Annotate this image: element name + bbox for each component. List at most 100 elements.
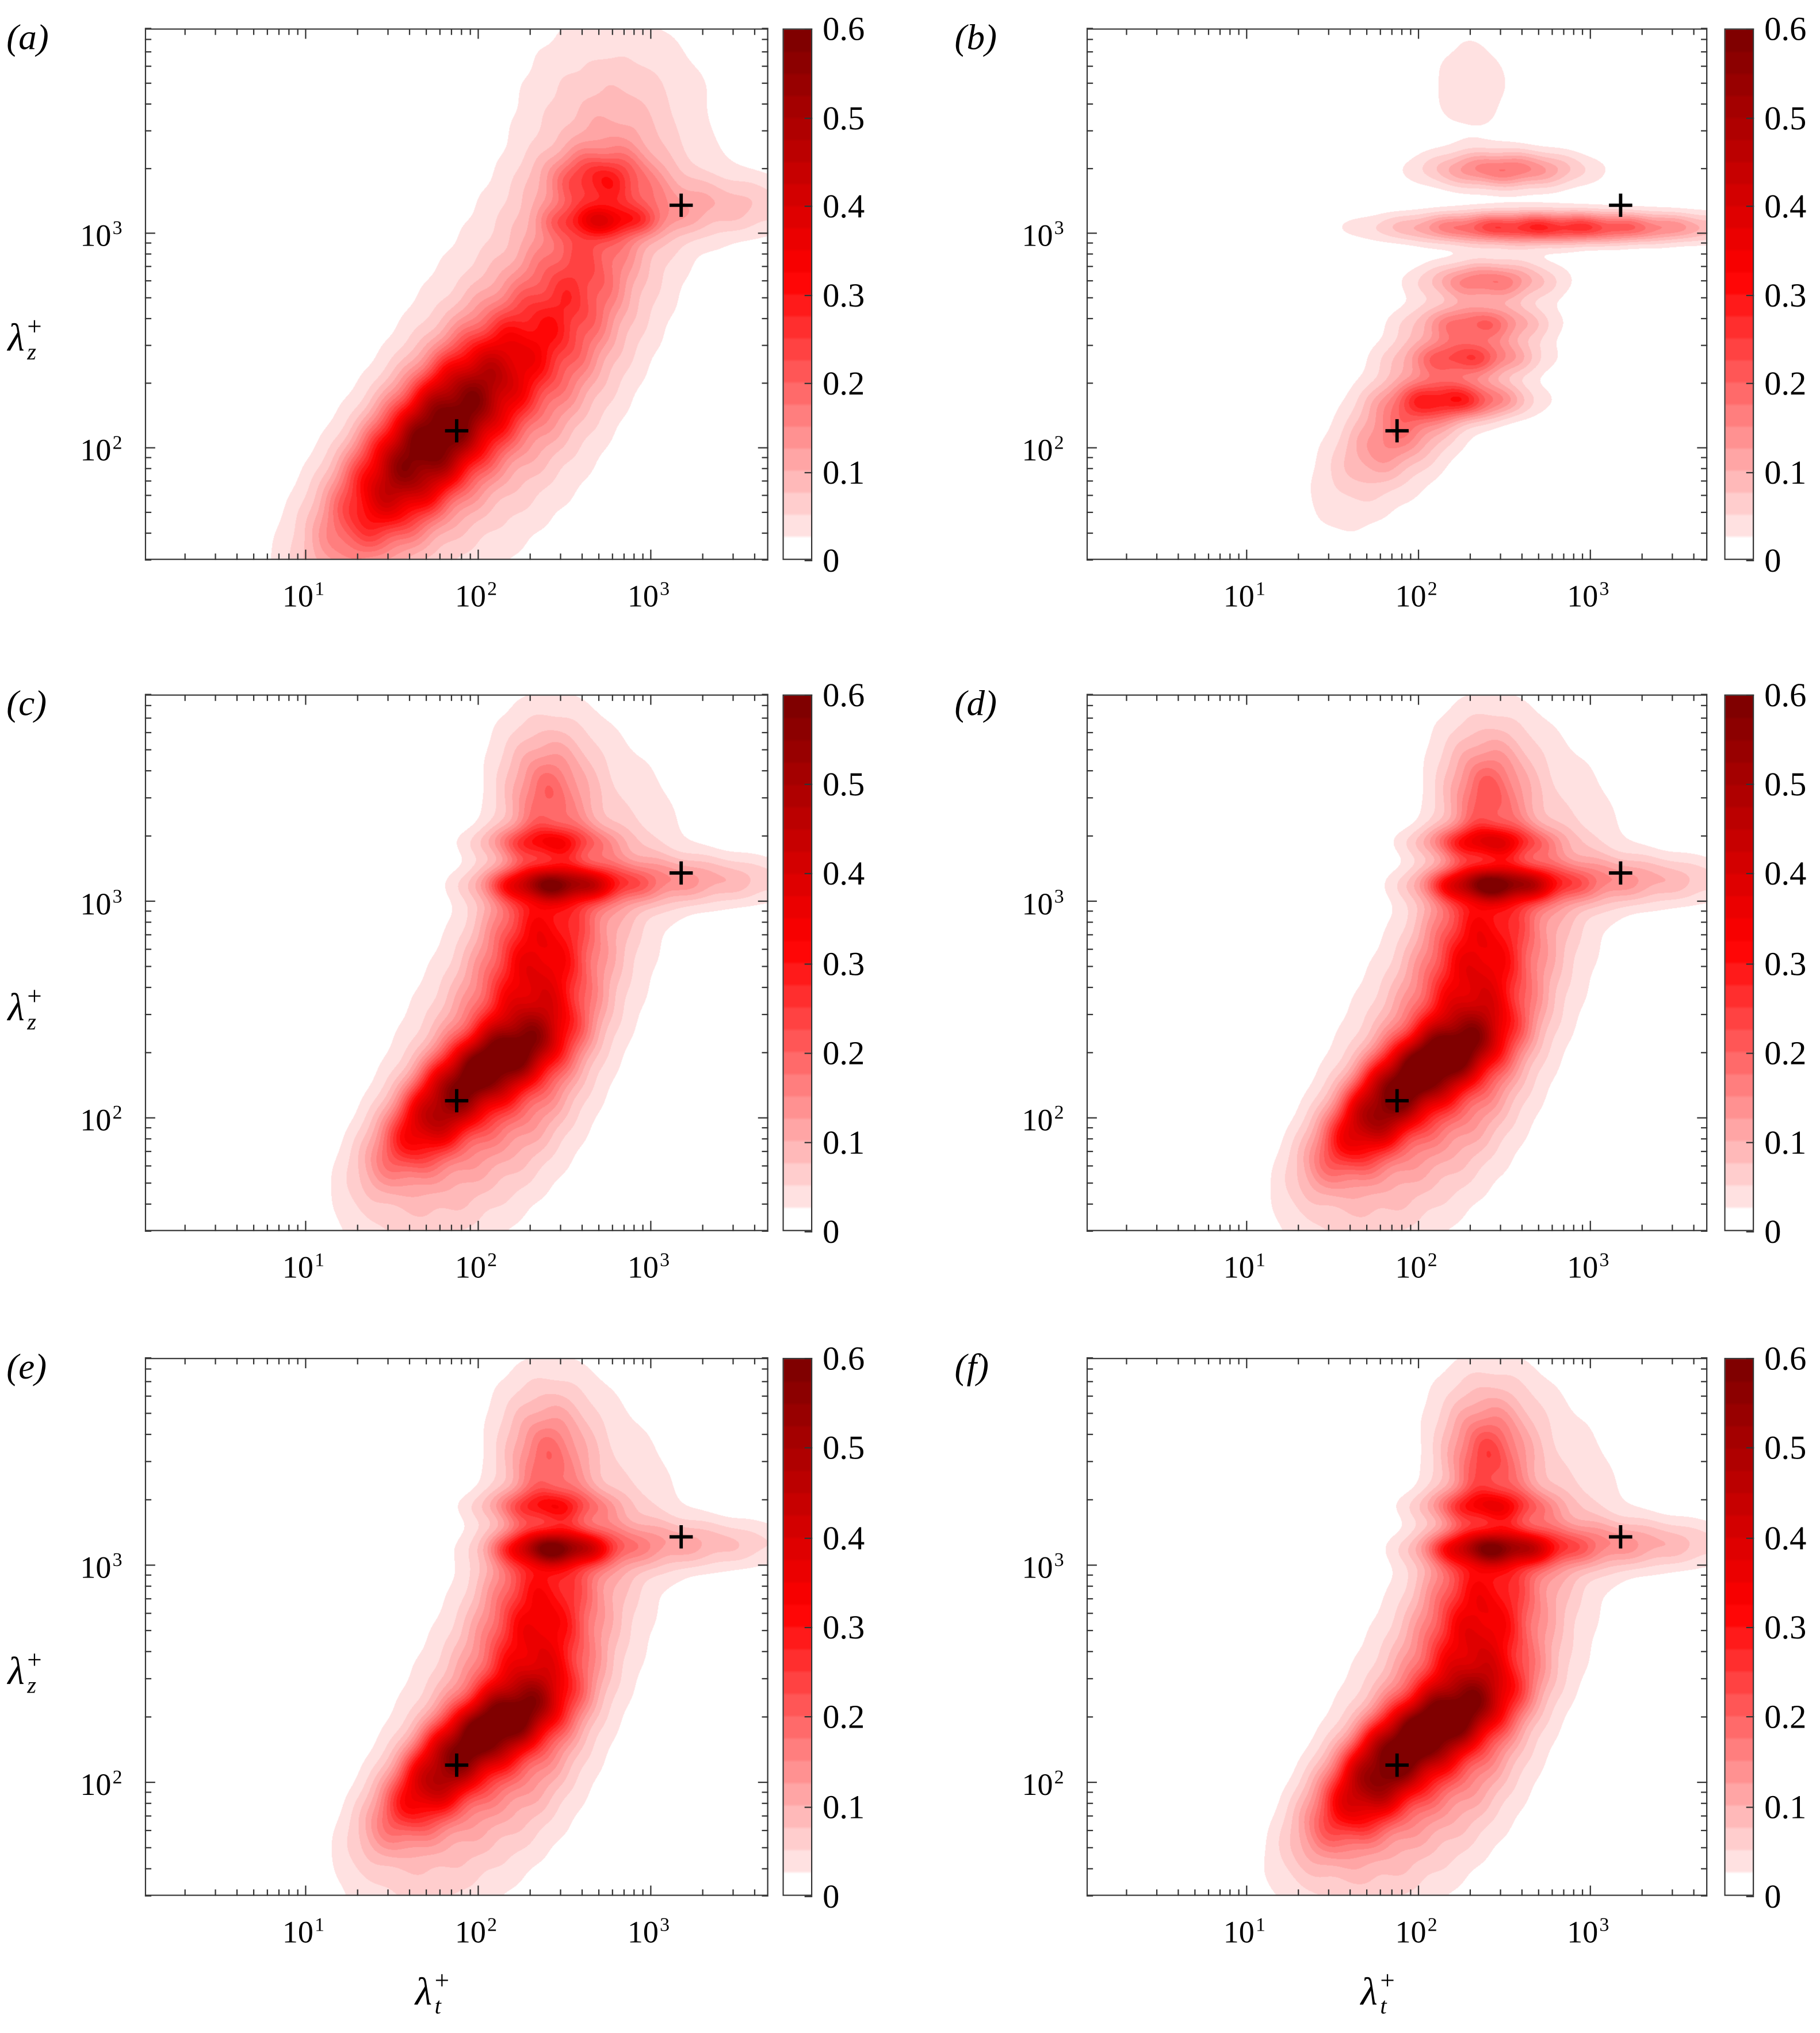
axis-symbol: λ bbox=[7, 317, 25, 360]
plus-marker bbox=[1385, 419, 1409, 443]
tick-base: 10 bbox=[627, 1916, 659, 1951]
colorbar-tick-label: 0.6 bbox=[1764, 1339, 1807, 1377]
tick-exponent: 3 bbox=[1599, 1250, 1609, 1272]
tick-base: 10 bbox=[627, 580, 659, 615]
tick-exponent: 3 bbox=[112, 887, 123, 908]
contour-field bbox=[1088, 695, 1707, 1230]
tick-base: 10 bbox=[627, 1251, 659, 1286]
y-axis-label: λ + z bbox=[7, 1648, 41, 1697]
colorbar-tick bbox=[1746, 1231, 1754, 1233]
colorbar-tick-label: 0.6 bbox=[823, 1339, 865, 1377]
contour-field bbox=[1088, 29, 1707, 559]
tick-exponent: 1 bbox=[1255, 579, 1265, 600]
x-axis-label: λ + t bbox=[1361, 1969, 1395, 2017]
colorbar-tick bbox=[804, 1716, 813, 1718]
colorbar-tick-label: 0.3 bbox=[823, 1609, 865, 1647]
tick-base: 10 bbox=[1022, 1105, 1053, 1139]
colorbar-tick bbox=[1746, 294, 1754, 296]
colorbar-tick-label: 0.5 bbox=[1764, 1429, 1807, 1467]
colorbar-tick bbox=[804, 1142, 813, 1143]
colorbar-tick-label: 0.6 bbox=[823, 676, 865, 714]
axis-subscript: t bbox=[1380, 1993, 1387, 2019]
plus-marker bbox=[669, 193, 693, 217]
plus-marker bbox=[669, 1525, 693, 1549]
colorbar-tick bbox=[1746, 382, 1754, 384]
colorbar-tick bbox=[804, 560, 813, 561]
axis-superscript: + bbox=[27, 313, 42, 342]
colorbar-tick bbox=[804, 471, 813, 473]
axis-subscript: z bbox=[27, 1008, 36, 1035]
axis-script-stack: + z bbox=[27, 983, 41, 1032]
y-tick-label: 10 2 bbox=[1022, 1104, 1064, 1139]
x-tick-label: 10 1 bbox=[282, 580, 324, 613]
x-tick-label: 10 2 bbox=[1395, 1916, 1437, 1948]
colorbar-tick-label: 0.2 bbox=[1764, 1698, 1807, 1736]
tick-base: 10 bbox=[80, 220, 112, 254]
axis-superscript: + bbox=[27, 1647, 42, 1675]
colorbar-tick bbox=[1746, 873, 1754, 875]
tick-base: 10 bbox=[1022, 1552, 1053, 1586]
y-tick-label: 10 2 bbox=[1022, 1769, 1064, 1802]
x-tick-label: 10 3 bbox=[1567, 1250, 1609, 1284]
colorbar-tick bbox=[1746, 1142, 1754, 1143]
x-tick-label: 10 1 bbox=[282, 1916, 324, 1948]
x-tick-label: 10 2 bbox=[1395, 580, 1437, 615]
colorbar-tick bbox=[1746, 1358, 1754, 1360]
axis-symbol: λ bbox=[415, 1971, 433, 2014]
y-tick-label: 10 3 bbox=[1022, 1552, 1064, 1584]
colorbar-tick-label: 0 bbox=[1764, 542, 1781, 580]
tick-exponent: 1 bbox=[1255, 1250, 1265, 1272]
colorbar-tick bbox=[1746, 1626, 1754, 1629]
colorbar-tick-label: 0.6 bbox=[823, 10, 865, 48]
colorbar-tick-label: 0.3 bbox=[823, 944, 865, 982]
axes-ticks bbox=[1086, 694, 1708, 1232]
tick-exponent: 2 bbox=[112, 1768, 123, 1789]
axis-symbol: λ bbox=[1360, 1971, 1378, 2014]
tick-exponent: 1 bbox=[1255, 1915, 1265, 1936]
axis-superscript: + bbox=[434, 1967, 449, 1996]
colorbar-tick-label: 0.5 bbox=[1764, 765, 1807, 803]
colorbar-tick-label: 0.1 bbox=[823, 1788, 865, 1826]
axes-ticks bbox=[1086, 28, 1708, 561]
tick-base: 10 bbox=[1567, 1916, 1599, 1951]
panel-label: (b) bbox=[954, 18, 997, 59]
colorbar-tick-label: 0 bbox=[1764, 1213, 1781, 1251]
tick-exponent: 2 bbox=[1054, 1104, 1064, 1124]
axis-subscript: z bbox=[27, 339, 36, 365]
colorbar-tick-label: 0.1 bbox=[1764, 1788, 1807, 1826]
tick-exponent: 2 bbox=[487, 1250, 497, 1272]
colorbar-tick bbox=[804, 1896, 813, 1897]
axes-ticks bbox=[1086, 1357, 1708, 1897]
colorbar-tick-label: 0.2 bbox=[1764, 365, 1807, 403]
axis-script-stack: + z bbox=[27, 315, 41, 363]
colorbar-tick-label: 0.5 bbox=[823, 765, 865, 803]
plus-marker bbox=[445, 1089, 469, 1113]
axis-subscript: z bbox=[27, 1672, 36, 1699]
y-tick-label: 10 3 bbox=[1022, 220, 1064, 252]
colorbar-tick-label: 0.2 bbox=[823, 1034, 865, 1072]
tick-exponent: 3 bbox=[112, 1550, 123, 1572]
tick-exponent: 2 bbox=[487, 579, 497, 600]
tick-base: 10 bbox=[1395, 580, 1427, 615]
x-tick-label: 10 2 bbox=[455, 579, 497, 613]
colorbar-tick bbox=[804, 1358, 813, 1360]
axes-ticks bbox=[144, 694, 768, 1232]
colorbar-tick-label: 0.4 bbox=[823, 1519, 865, 1557]
tick-base: 10 bbox=[80, 1105, 112, 1139]
colorbar-tick-label: 0.4 bbox=[823, 855, 865, 893]
x-tick-label: 10 3 bbox=[627, 579, 670, 615]
colorbar-tick bbox=[1746, 117, 1754, 118]
plus-marker bbox=[1385, 1089, 1409, 1113]
colorbar-tick-label: 0.3 bbox=[823, 276, 865, 314]
colorbar-tick-label: 0.6 bbox=[1764, 10, 1807, 48]
colorbar-tick bbox=[804, 117, 813, 118]
colorbar-tick-label: 0.1 bbox=[823, 453, 865, 491]
x-tick-label: 10 3 bbox=[1567, 580, 1609, 613]
tick-exponent: 3 bbox=[660, 579, 670, 600]
colorbar-tick-label: 0.1 bbox=[1764, 453, 1807, 491]
axis-script-stack: + t bbox=[1380, 1969, 1394, 2017]
panel-label: (c) bbox=[6, 684, 47, 725]
y-tick-label: 10 2 bbox=[1022, 434, 1064, 467]
tick-exponent: 2 bbox=[487, 1915, 497, 1936]
y-axis-label: λ + z bbox=[7, 983, 41, 1032]
